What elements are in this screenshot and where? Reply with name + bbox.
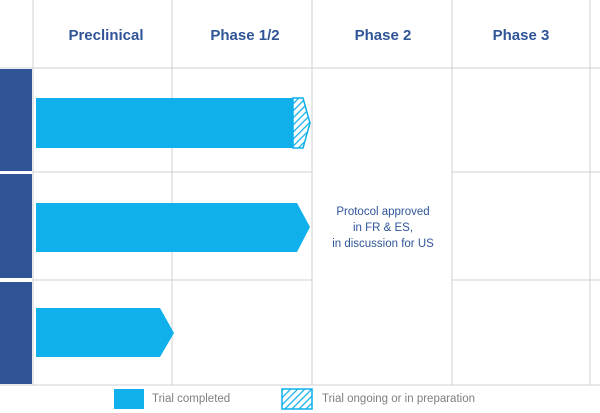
column-header: Phase 2 [355,27,412,44]
column-header: Preclinical [68,27,143,44]
note-line: in FR & ES, [353,222,413,234]
legend-swatch [114,389,144,409]
column-header: Phase 3 [493,27,550,44]
legend-label: Trial ongoing or in preparation [322,393,475,405]
bar-ongoing [292,97,311,149]
row-blocks [0,69,32,384]
grid [0,0,600,386]
note-line: Protocol approved [336,206,429,218]
bar [36,308,174,357]
note-line: in discussion for US [332,238,434,250]
bar [36,98,293,148]
legend-swatch [281,388,313,410]
bar [36,203,310,252]
column-header: Phase 1/2 [210,27,279,44]
progress-bars [36,97,311,357]
legend-label: Trial completed [152,393,230,405]
